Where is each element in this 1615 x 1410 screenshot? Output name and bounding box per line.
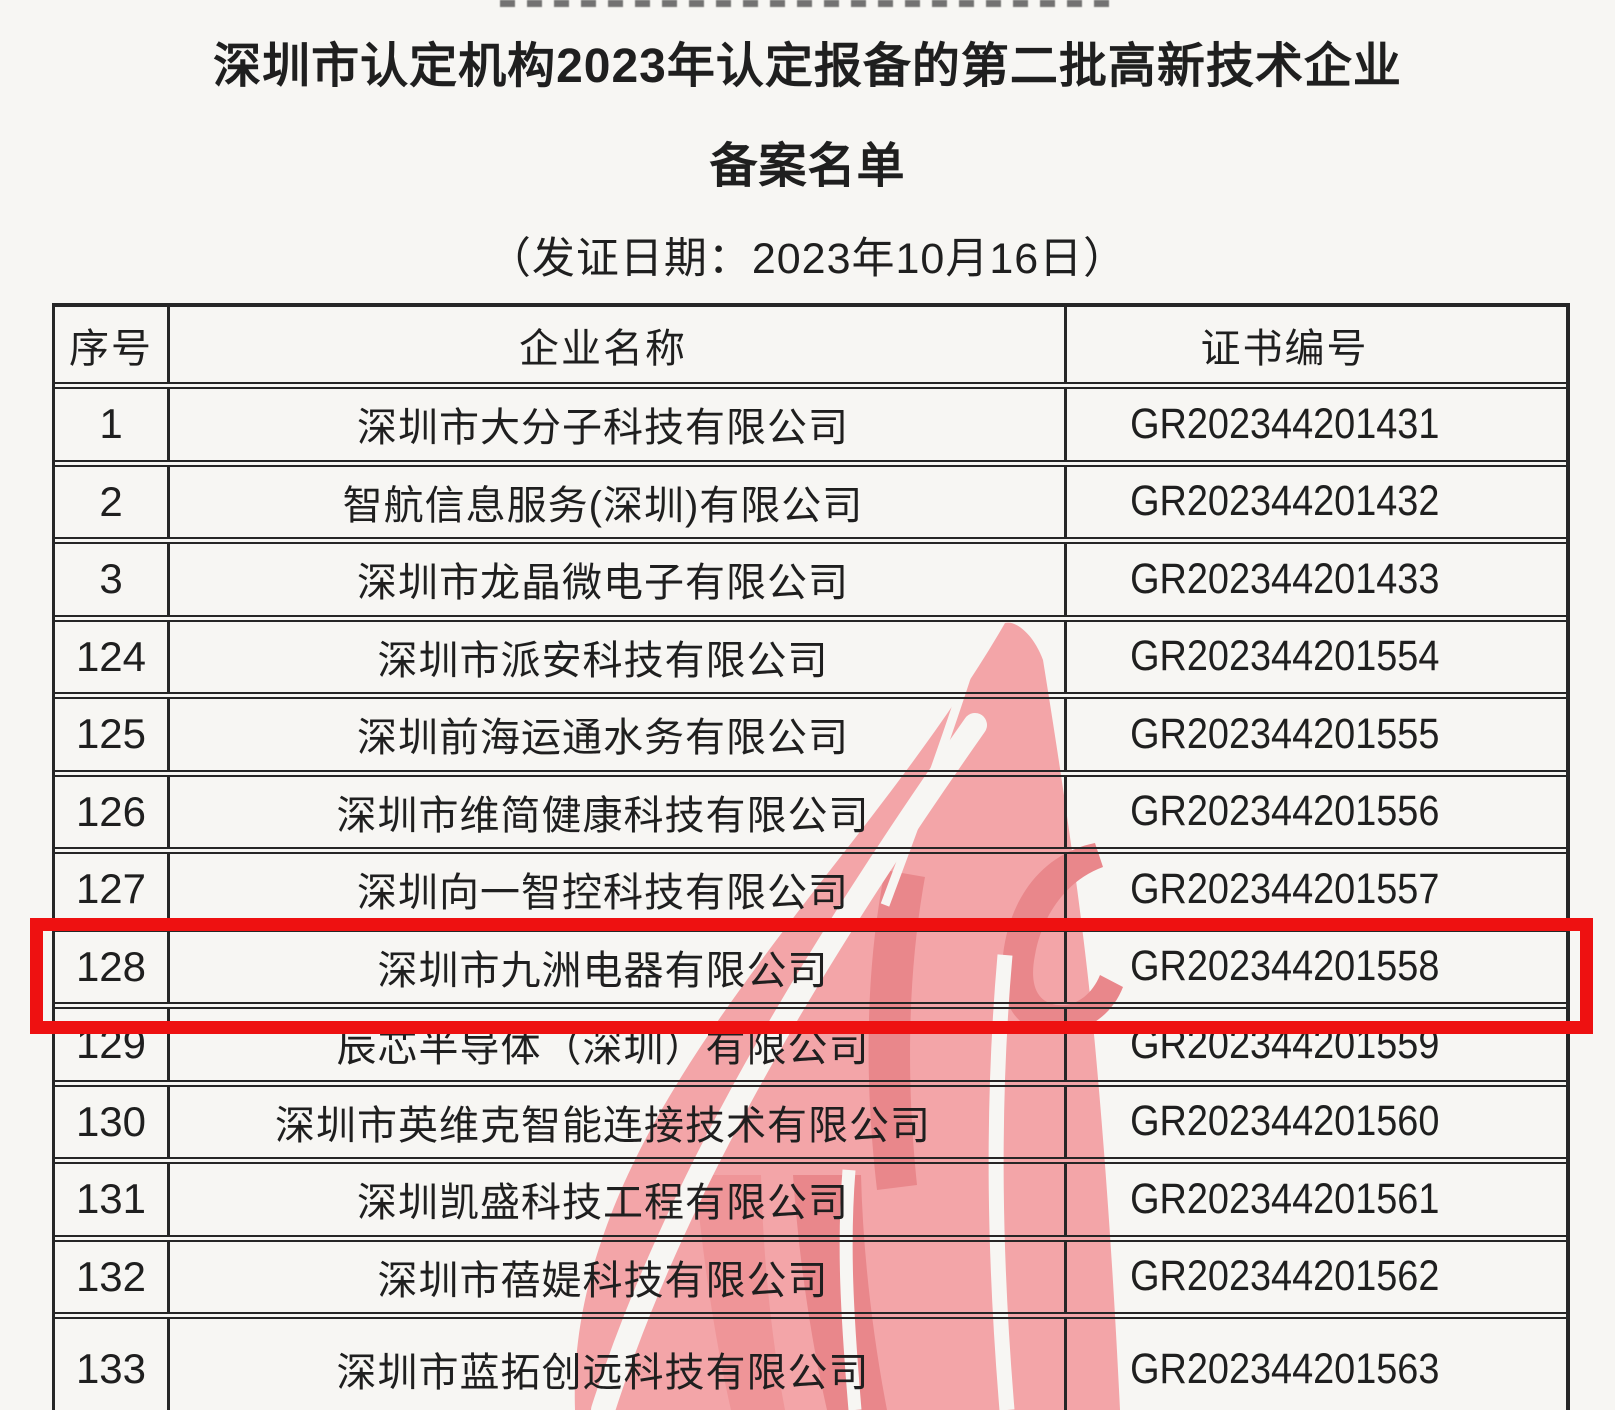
row-cert-number: GR202344201432	[1129, 477, 1440, 526]
table-row: 130 深圳市英维克智能连接技术有限公司 GR202344201560	[55, 1086, 1566, 1164]
row-serial: 129	[55, 1009, 170, 1080]
header-company-name: 企业名称	[170, 307, 1067, 382]
document-title-line1: 深圳市认定机构2023年认定报备的第二批高新技术企业	[213, 40, 1402, 93]
header-serial-number: 序号	[55, 307, 170, 382]
row-company-name: 深圳市英维克智能连接技术有限公司	[170, 1086, 1067, 1157]
row-company-name: 深圳市维简健康科技有限公司	[170, 776, 1067, 847]
clipped-text-remnant	[500, 0, 1110, 7]
row-serial: 133	[55, 1319, 170, 1410]
table-row-highlighted-128: 128 深圳市九洲电器有限公司 GR202344201558	[55, 931, 1566, 1009]
table-row: 127 深圳向一智控科技有限公司 GR202344201557	[55, 854, 1566, 932]
row-serial: 126	[55, 776, 170, 847]
enterprise-list-table: 序号 企业名称 证书编号 1 深圳市大分子科技有限公司 GR2023442014…	[52, 303, 1570, 1410]
row-serial: 125	[55, 699, 170, 770]
table-row: 125 深圳前海运通水务有限公司 GR202344201555	[55, 699, 1566, 777]
row-serial: 1	[55, 389, 170, 460]
row-cert-number: GR202344201563	[1129, 1344, 1440, 1393]
row-company-name: 辰芯半导体（深圳）有限公司	[170, 1009, 1067, 1080]
row-company-name: 深圳向一智控科技有限公司	[170, 854, 1067, 925]
row-company-name: 深圳市蓝拓创远科技有限公司	[170, 1319, 1067, 1410]
table-row: 3 深圳市龙晶微电子有限公司 GR202344201433	[55, 544, 1566, 622]
row-serial: 128	[55, 931, 170, 1002]
table-row: 131 深圳凯盛科技工程有限公司 GR202344201561	[55, 1164, 1566, 1242]
row-cert-number: GR202344201555	[1129, 709, 1440, 758]
row-cert-number: GR202344201560	[1129, 1097, 1440, 1146]
row-serial: 132	[55, 1241, 170, 1312]
row-serial: 124	[55, 621, 170, 692]
row-serial: 131	[55, 1164, 170, 1235]
row-company-name: 深圳市派安科技有限公司	[170, 621, 1067, 692]
row-company-name: 深圳市大分子科技有限公司	[170, 389, 1067, 460]
row-company-name: 智航信息服务(深圳)有限公司	[170, 466, 1067, 537]
table-row: 132 深圳市蓓媞科技有限公司 GR202344201562	[55, 1241, 1566, 1319]
row-company-name: 深圳市龙晶微电子有限公司	[170, 544, 1067, 615]
row-company-name: 深圳前海运通水务有限公司	[170, 699, 1067, 770]
row-serial: 130	[55, 1086, 170, 1157]
row-cert-number: GR202344201562	[1129, 1252, 1440, 1301]
row-cert-number: GR202344201431	[1129, 399, 1440, 448]
row-cert-number: GR202344201554	[1129, 632, 1440, 681]
row-serial: 2	[55, 466, 170, 537]
table-row: 133 深圳市蓝拓创远科技有限公司 GR202344201563	[55, 1319, 1566, 1410]
table-row: 129 辰芯半导体（深圳）有限公司 GR202344201559	[55, 1009, 1566, 1087]
document-title-line2: 备案名单	[709, 140, 906, 193]
table-header-row: 序号 企业名称 证书编号	[55, 307, 1566, 389]
row-company-name: 深圳市蓓媞科技有限公司	[170, 1241, 1067, 1312]
header-cert-number: 证书编号	[1200, 326, 1369, 371]
row-cert-number: GR202344201561	[1129, 1174, 1440, 1223]
table-row: 1 深圳市大分子科技有限公司 GR202344201431	[55, 389, 1566, 467]
row-cert-number: GR202344201557	[1129, 864, 1440, 913]
row-cert-number: GR202344201433	[1129, 554, 1440, 603]
table-row: 2 智航信息服务(深圳)有限公司 GR202344201432	[55, 466, 1566, 544]
row-cert-number: GR202344201556	[1129, 787, 1440, 836]
table-row: 124 深圳市派安科技有限公司 GR202344201554	[55, 621, 1566, 699]
row-company-name: 深圳凯盛科技工程有限公司	[170, 1164, 1067, 1235]
row-serial: 3	[55, 544, 170, 615]
table-row: 126 深圳市维简健康科技有限公司 GR202344201556	[55, 776, 1566, 854]
row-serial: 127	[55, 854, 170, 925]
certificate-issue-date: （发证日期：2023年10月16日）	[487, 235, 1128, 283]
row-cert-number: GR202344201559	[1129, 1019, 1440, 1068]
row-company-name: 深圳市九洲电器有限公司	[170, 931, 1067, 1002]
row-cert-number: GR202344201558	[1129, 942, 1440, 991]
